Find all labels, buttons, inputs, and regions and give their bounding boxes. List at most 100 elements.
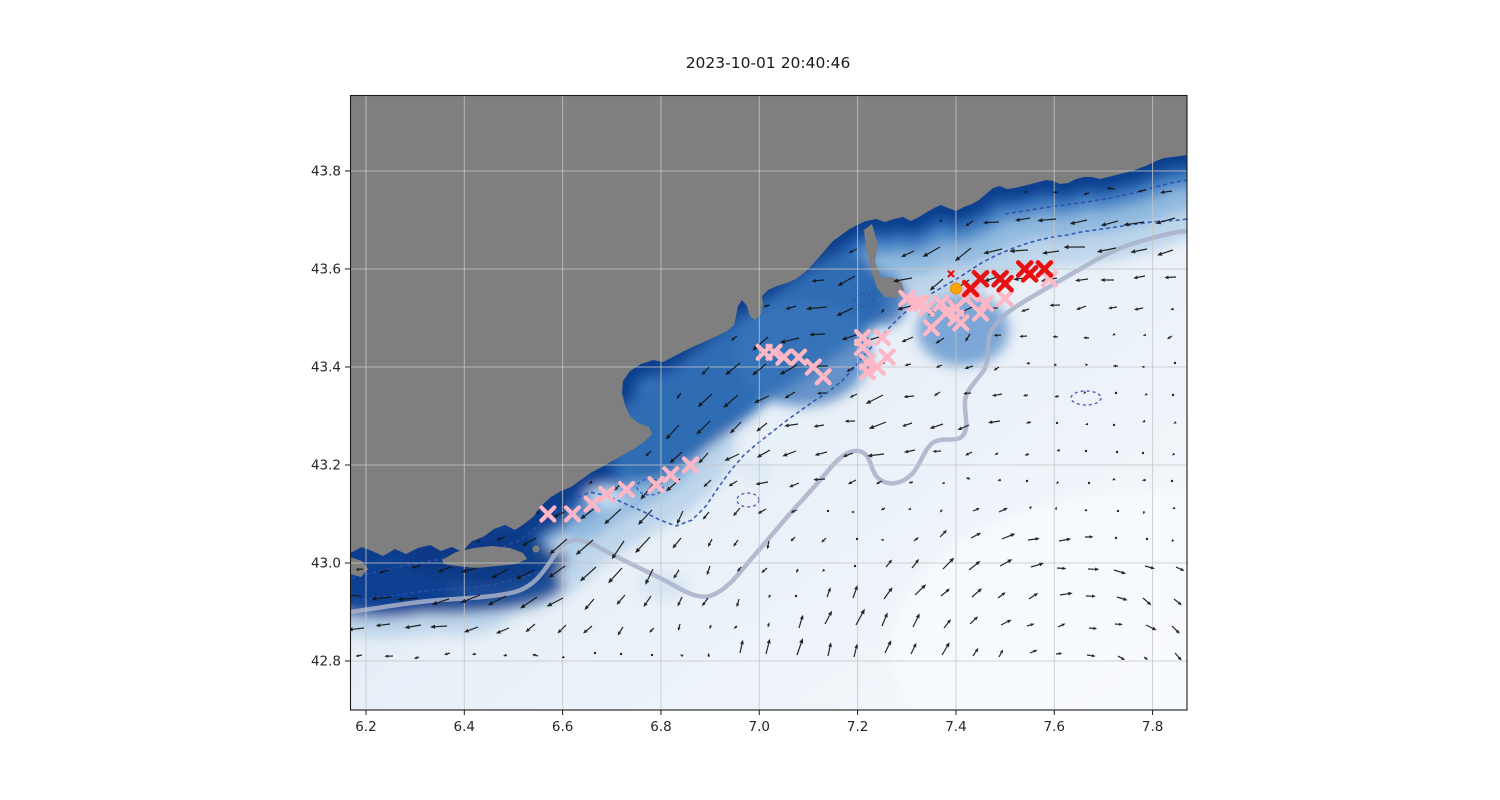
current-arrow — [967, 365, 974, 369]
current-arrow — [709, 538, 713, 544]
current-arrow — [840, 307, 854, 315]
current-arrow — [933, 423, 944, 428]
current-arrow-head — [963, 391, 967, 395]
pink-track-marker — [765, 343, 783, 361]
current-arrow — [941, 219, 943, 221]
current-arrow-head — [999, 649, 1004, 654]
current-dot — [1170, 479, 1174, 483]
current-arrow-head — [707, 652, 711, 657]
current-arrow — [1074, 219, 1088, 224]
current-arrow — [560, 624, 567, 631]
current-arrow — [678, 392, 682, 397]
current-arrow-head — [973, 616, 979, 621]
current-arrow — [499, 536, 506, 540]
current-arrow — [1059, 593, 1069, 596]
current-arrow-head — [584, 605, 589, 611]
current-arrow-head — [933, 392, 938, 396]
current-arrow-head — [779, 370, 786, 375]
current-arrow-head — [1083, 336, 1087, 340]
current-arrow-head — [854, 585, 858, 591]
current-arrow — [998, 509, 1005, 513]
current-arrow — [1116, 596, 1124, 600]
current-arrow — [881, 616, 887, 627]
current-dot — [593, 651, 597, 655]
current-arrow-head — [965, 452, 969, 456]
current-arrow — [972, 508, 977, 512]
red-track-marker — [1035, 260, 1054, 278]
current-arrow — [434, 625, 448, 628]
current-arrow-head — [616, 600, 621, 605]
current-arrow-head — [921, 584, 927, 590]
current-arrow — [885, 562, 891, 568]
current-arrow — [788, 423, 799, 426]
current-arrow-head — [935, 364, 940, 368]
current-arrow-head — [814, 452, 820, 456]
current-arrow-head — [1096, 248, 1103, 254]
current-arrow — [897, 277, 913, 282]
current-arrow-head — [1023, 393, 1027, 397]
current-arrow-head — [1037, 218, 1043, 223]
current-arrow — [524, 596, 538, 607]
current-arrow — [732, 421, 742, 431]
current-arrow — [607, 508, 622, 522]
current-arrow — [968, 563, 978, 571]
current-arrow-head — [1009, 248, 1015, 254]
current-arrow-head — [902, 423, 907, 427]
current-arrow — [704, 511, 710, 517]
current-arrow-head — [888, 587, 893, 593]
current-arrow — [849, 366, 855, 371]
current-arrow — [447, 652, 451, 655]
current-arrow — [883, 507, 886, 510]
current-arrow-head — [1069, 220, 1076, 225]
current-arrow-head — [635, 547, 641, 553]
current-arrow-head — [1100, 222, 1107, 227]
current-arrow-head — [1175, 629, 1180, 634]
current-arrow-head — [1100, 278, 1105, 282]
current-arrow — [416, 656, 420, 659]
current-arrow — [992, 420, 1001, 423]
current-arrow — [380, 623, 391, 626]
pink-track-marker — [583, 495, 601, 513]
current-arrow-head — [1056, 481, 1060, 485]
current-arrow-head — [638, 519, 644, 525]
current-arrow — [787, 391, 796, 397]
current-arrow — [1086, 192, 1090, 195]
current-arrow — [907, 363, 912, 366]
current-arrow-head — [813, 424, 818, 428]
current-arrow-head — [1177, 656, 1182, 661]
current-arrow-head — [561, 655, 565, 659]
current-arrow-head — [643, 602, 648, 607]
current-arrow-head — [1010, 533, 1016, 538]
current-arrow — [996, 452, 999, 455]
current-arrow — [852, 589, 857, 599]
dashed-depth-contour-ne — [1004, 179, 1187, 215]
current-arrow — [651, 627, 655, 631]
current-arrow — [492, 595, 507, 604]
current-arrow-head — [557, 629, 562, 634]
current-arrow-head — [1144, 392, 1148, 396]
current-arrow — [1105, 220, 1119, 225]
current-arrow — [526, 537, 537, 544]
current-arrow-head — [768, 594, 772, 599]
current-arrow — [1029, 650, 1035, 654]
current-arrow — [1137, 275, 1146, 278]
current-arrow — [646, 568, 654, 581]
current-arrow — [1171, 625, 1178, 632]
current-arrow — [811, 306, 828, 309]
current-arrow-head — [1119, 622, 1123, 626]
current-arrow — [1030, 563, 1040, 568]
dashed-depth-contour — [351, 218, 1187, 579]
current-arrow — [557, 511, 565, 516]
current-arrow — [907, 395, 915, 398]
current-arrow — [969, 618, 976, 625]
current-arrow-head — [355, 567, 360, 571]
current-arrow-head — [1054, 506, 1058, 510]
current-arrow-head — [679, 654, 684, 657]
current-arrow-head — [1093, 626, 1098, 630]
current-arrow — [1144, 565, 1152, 569]
current-arrow-head — [880, 507, 885, 511]
current-arrow — [1145, 624, 1154, 629]
current-arrow-head — [503, 653, 507, 657]
current-arrow-head — [589, 481, 593, 485]
current-arrow-head — [698, 458, 703, 464]
